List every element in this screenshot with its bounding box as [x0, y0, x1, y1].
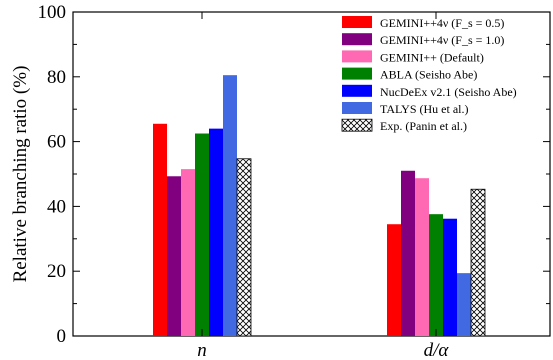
bar-0-1 [167, 176, 181, 336]
legend-swatch-0 [342, 16, 372, 28]
legend-entry-3: ABLA (Seisho Abe) [380, 68, 477, 82]
x-tick-label: d/α [424, 340, 450, 360]
legend-swatch-2 [342, 50, 372, 63]
bar-0-3 [195, 133, 209, 336]
y-axis-label: Relative branching ratio (%) [10, 66, 31, 283]
y-tick-label: 60 [47, 132, 66, 153]
bar-1-0 [387, 224, 401, 336]
bar-1-3 [429, 214, 443, 336]
plot-area: 0 20 40 60 80 100 n d/α [38, 2, 551, 360]
legend-swatch-3 [342, 67, 372, 80]
legend-entry-5: TALYS (Hu et al.) [380, 102, 468, 116]
bar-1-1 [401, 170, 415, 336]
bar-0-4 [209, 128, 223, 336]
bar-0-5 [223, 75, 237, 337]
legend-entry-6: Exp. (Panin et al.) [380, 119, 467, 133]
legend-swatch-4 [342, 84, 372, 97]
y-tick-label: 20 [47, 261, 66, 282]
bar-1-5 [457, 273, 471, 336]
bar-1-4 [443, 218, 457, 336]
x-tick-label: n [197, 340, 207, 360]
legend-entry-1: GEMINI++4ν (F_s = 1.0) [380, 33, 504, 47]
y-tick-label: 0 [57, 326, 67, 347]
y-tick-label: 80 [47, 67, 66, 88]
legend-entry-0: GEMINI++4ν (F_s = 0.5) [380, 16, 504, 30]
legend-swatch-5 [342, 102, 372, 114]
bar-0-0 [153, 123, 167, 336]
bar-1-6 [470, 188, 486, 337]
legend-entry-4: NucDeEx v2.1 (Seisho Abe) [380, 85, 517, 99]
y-tick-label: 100 [38, 2, 67, 23]
legend-swatch-6 [341, 118, 373, 132]
legend-swatch-1 [342, 33, 372, 46]
y-tick-label: 40 [47, 196, 66, 217]
legend-entry-2: GEMINI++ (Default) [380, 50, 484, 64]
bar-1-2 [415, 178, 429, 336]
bar-0-6 [236, 158, 252, 337]
legend: GEMINI++4ν (F_s = 0.5) GEMINI++4ν (F_s = … [341, 16, 517, 133]
bar-0-2 [181, 169, 195, 336]
